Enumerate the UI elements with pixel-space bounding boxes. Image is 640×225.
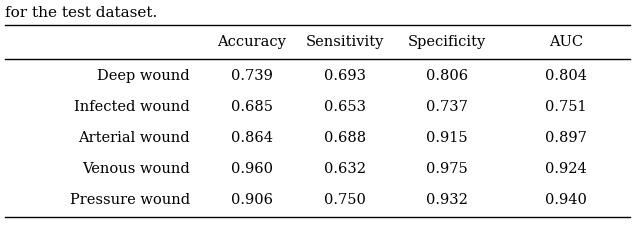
Text: Specificity: Specificity: [408, 35, 486, 49]
Text: 0.932: 0.932: [426, 192, 468, 206]
Text: 0.806: 0.806: [426, 69, 468, 83]
Text: Deep wound: Deep wound: [97, 69, 190, 83]
Text: 0.750: 0.750: [324, 192, 366, 206]
Text: 0.632: 0.632: [324, 161, 366, 175]
Text: 0.924: 0.924: [545, 161, 587, 175]
Text: 0.685: 0.685: [231, 99, 273, 113]
Text: 0.940: 0.940: [545, 192, 587, 206]
Text: 0.688: 0.688: [324, 130, 366, 144]
Text: 0.897: 0.897: [545, 130, 587, 144]
Text: 0.915: 0.915: [426, 130, 468, 144]
Text: 0.906: 0.906: [231, 192, 273, 206]
Text: 0.804: 0.804: [545, 69, 587, 83]
Text: Infected wound: Infected wound: [74, 99, 190, 113]
Text: AUC: AUC: [549, 35, 583, 49]
Text: 0.864: 0.864: [231, 130, 273, 144]
Text: for the test dataset.: for the test dataset.: [5, 6, 157, 20]
Text: Venous wound: Venous wound: [83, 161, 190, 175]
Text: Pressure wound: Pressure wound: [70, 192, 190, 206]
Text: 0.975: 0.975: [426, 161, 468, 175]
Text: Arterial wound: Arterial wound: [78, 130, 190, 144]
Text: 0.739: 0.739: [231, 69, 273, 83]
Text: Accuracy: Accuracy: [218, 35, 287, 49]
Text: 0.751: 0.751: [545, 99, 587, 113]
Text: 0.653: 0.653: [324, 99, 366, 113]
Text: Sensitivity: Sensitivity: [306, 35, 384, 49]
Text: 0.737: 0.737: [426, 99, 468, 113]
Text: 0.693: 0.693: [324, 69, 366, 83]
Text: 0.960: 0.960: [231, 161, 273, 175]
